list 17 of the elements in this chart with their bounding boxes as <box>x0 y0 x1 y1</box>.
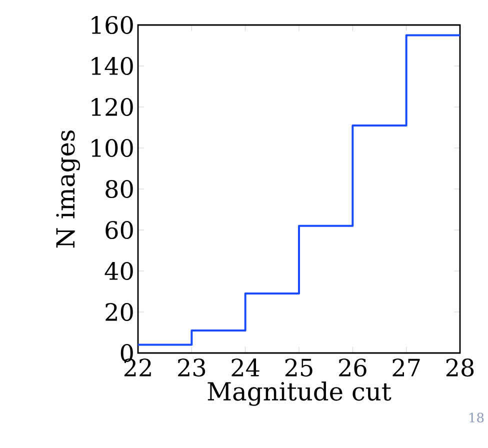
y-tick-label: 160 <box>92 16 133 34</box>
x-tick-label: 27 <box>392 358 420 376</box>
y-tick-label: 40 <box>104 262 133 280</box>
x-tick-label: 24 <box>232 358 260 376</box>
y-tick-label: 140 <box>92 56 133 76</box>
x-tick-label: 25 <box>285 358 312 377</box>
y-tick-label: 120 <box>92 98 133 116</box>
x-tick-label: 23 <box>178 358 206 377</box>
y-tick-label: 20 <box>106 302 133 322</box>
y-axis-title: N images <box>56 130 80 248</box>
y-tick-label: 60 <box>106 220 133 240</box>
y-tick-label: 80 <box>106 180 133 198</box>
x-axis-title: Magnitude cut <box>208 381 392 406</box>
x-tick-label: 28 <box>446 358 474 377</box>
x-tick-label: 26 <box>339 358 366 377</box>
y-tick-label: 100 <box>92 138 133 158</box>
text: 18 <box>470 412 484 422</box>
